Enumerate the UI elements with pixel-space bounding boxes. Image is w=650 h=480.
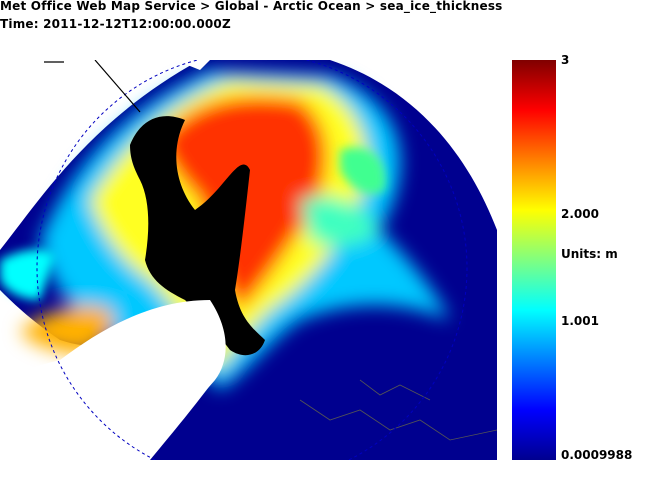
breadcrumb: Met Office Web Map Service > Global - Ar… [0, 0, 503, 13]
colorbar [512, 60, 556, 460]
map [0, 60, 497, 460]
colorbar-label: 3 [561, 53, 570, 67]
colorbar-label: 0.0009988 [561, 448, 633, 462]
colorbar-label: 2.000 [561, 207, 599, 221]
colorbar-label: 1.001 [561, 314, 599, 328]
time-stamp: Time: 2011-12-12T12:00:00.000Z [0, 17, 231, 31]
colorbar-units: Units: m [561, 247, 618, 261]
